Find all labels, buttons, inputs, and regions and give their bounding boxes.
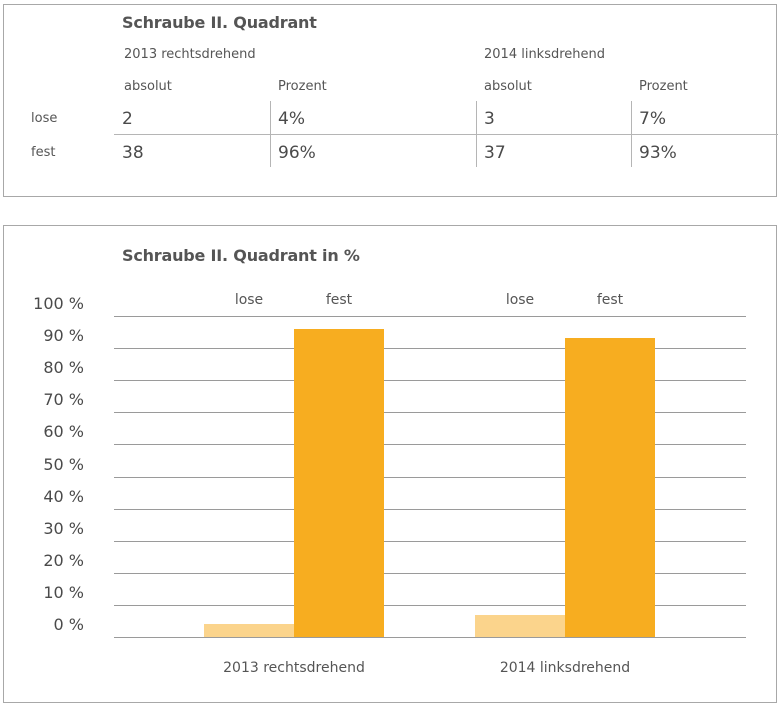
y-tick-label: 50 % — [43, 455, 84, 474]
y-tick-label: 60 % — [43, 422, 84, 441]
column-divider — [631, 101, 632, 167]
gridline — [114, 380, 746, 381]
table-cell: 7% — [639, 109, 666, 129]
y-tick-label: 10 % — [43, 583, 84, 602]
gridline — [114, 605, 746, 606]
group-header-2014: 2014 linksdrehend — [484, 47, 606, 62]
series-label-lose: lose — [505, 292, 535, 308]
x-category-label: 2013 rechtsdrehend — [223, 660, 365, 676]
bar-lose-1 — [204, 624, 294, 637]
table-title: Schraube II. Quadrant — [122, 13, 317, 32]
y-tick-label: 100 % — [33, 294, 84, 313]
y-tick-label: 20 % — [43, 551, 84, 570]
subheader-absolut-2013: absolut — [124, 79, 172, 94]
gridline — [114, 637, 746, 638]
y-tick-label: 30 % — [43, 519, 84, 538]
gridline — [114, 316, 746, 317]
table-cell: 37 — [484, 143, 506, 163]
row-divider — [114, 134, 778, 135]
chart-panel: Schraube II. Quadrant in % 100 % 90 % 80 %… — [3, 225, 777, 703]
y-tick-label: 70 % — [43, 390, 84, 409]
gridline — [114, 541, 746, 542]
y-tick-label: 40 % — [43, 487, 84, 506]
subheader-prozent-2014: Prozent — [639, 79, 688, 94]
table-panel: Schraube II. Quadrant 2013 rechtsdrehend… — [3, 4, 778, 197]
series-label-fest: fest — [596, 292, 624, 308]
y-tick-label: 80 % — [43, 358, 84, 377]
group-header-2013: 2013 rechtsdrehend — [124, 47, 256, 62]
subheader-prozent-2013: Prozent — [278, 79, 327, 94]
table-cell: 38 — [122, 143, 144, 163]
bar-fest-2 — [565, 338, 655, 637]
y-tick-label: 0 % — [53, 615, 84, 634]
gridline — [114, 477, 746, 478]
bar-fest-1 — [294, 329, 384, 637]
x-category-label: 2014 linksdrehend — [499, 660, 631, 676]
gridline — [114, 348, 746, 349]
chart-title: Schraube II. Quadrant in % — [122, 246, 360, 265]
column-divider — [270, 101, 271, 167]
series-label-lose: lose — [234, 292, 264, 308]
subheader-absolut-2014: absolut — [484, 79, 532, 94]
table-cell: 93% — [639, 143, 677, 163]
gridline — [114, 509, 746, 510]
bar-lose-2 — [475, 615, 565, 637]
series-label-fest: fest — [325, 292, 353, 308]
row-label-fest: fest — [31, 145, 56, 160]
table-cell: 3 — [484, 109, 495, 129]
gridline — [114, 573, 746, 574]
gridline — [114, 412, 746, 413]
table-cell: 96% — [278, 143, 316, 163]
y-tick-label: 90 % — [43, 326, 84, 345]
table-cell: 2 — [122, 109, 133, 129]
column-divider — [476, 101, 477, 167]
gridline — [114, 444, 746, 445]
row-label-lose: lose — [31, 111, 58, 126]
table-cell: 4% — [278, 109, 305, 129]
